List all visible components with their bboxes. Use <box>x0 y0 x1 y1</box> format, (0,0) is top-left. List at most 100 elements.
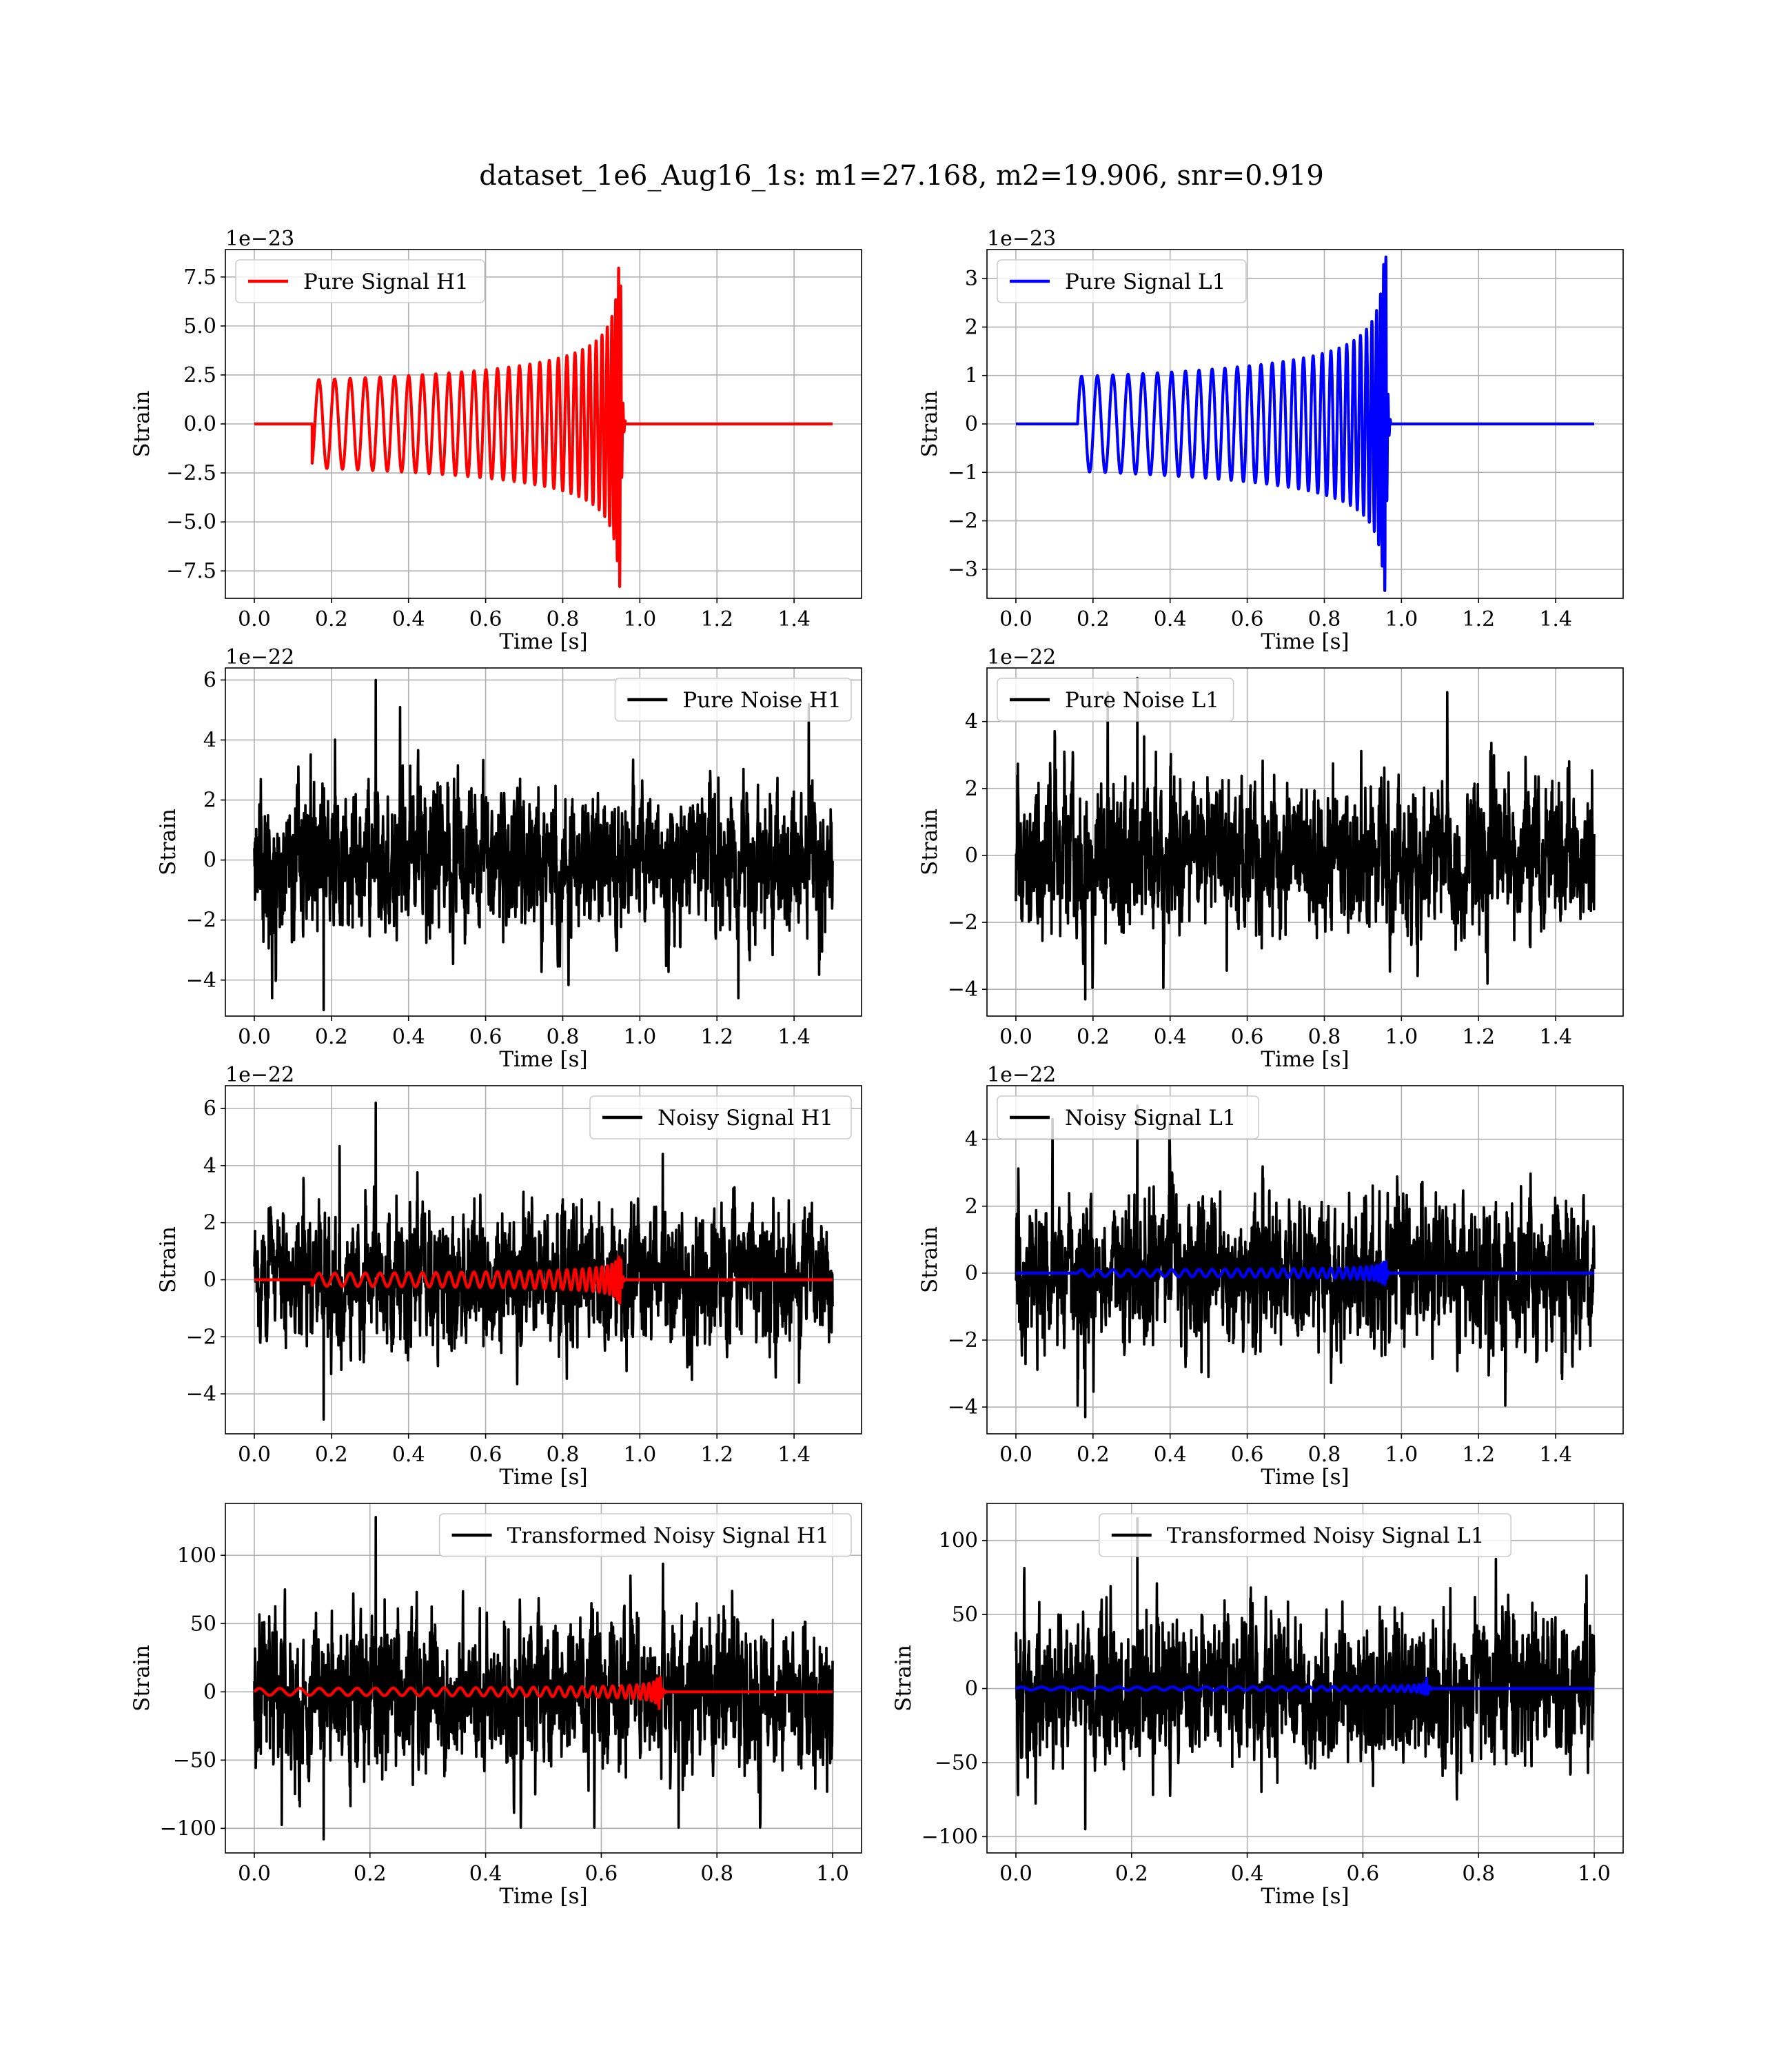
y-tick-label: 50 <box>190 1612 216 1636</box>
axes-frame <box>986 1503 1624 1854</box>
x-tick-label: 0.0 <box>999 1443 1032 1467</box>
x-tick-label: 1.0 <box>623 1443 656 1467</box>
legend-frame <box>614 678 852 722</box>
legend-label: Transformed Noisy Signal L1 <box>1167 1523 1485 1548</box>
legend-frame <box>438 1513 852 1557</box>
x-tick-label: 1.4 <box>777 1025 811 1049</box>
y-tick-label: 4 <box>203 728 216 752</box>
y-tick-label: −100 <box>922 1825 978 1849</box>
y-tick-label: −4 <box>948 977 978 1002</box>
x-tick-label: 0.6 <box>469 1025 502 1049</box>
legend-label: Pure Signal L1 <box>1065 270 1225 294</box>
x-tick-label: 1.4 <box>777 607 811 631</box>
x-tick-label: 0.4 <box>1154 1025 1187 1049</box>
y-offset-text: 1e−22 <box>987 1063 1056 1087</box>
y-tick-label: −4 <box>186 1382 216 1406</box>
x-tick-label: 0.4 <box>1231 1862 1264 1886</box>
x-tick-label: 1.2 <box>1462 1443 1495 1467</box>
legend: Pure Signal L1 <box>997 259 1247 303</box>
legend: Pure Signal H1 <box>235 259 485 303</box>
y-tick-label: 0 <box>965 844 978 868</box>
chart-panel-5: 0.0 0.2 0.4 0.6 0.8 1.0 1.2 1.4 −4 −2 0 2 4 6 Time [s]… <box>156 1063 862 1490</box>
y-tick-label: −2 <box>948 1328 978 1352</box>
x-tick-label: 0.0 <box>999 607 1032 631</box>
y-tick-label: −1 <box>948 460 978 485</box>
y-tick-label: −50 <box>935 1751 978 1775</box>
y-tick-label: 6 <box>203 668 216 692</box>
x-tick-label: 0.0 <box>238 1862 271 1886</box>
x-tick-label: 0.6 <box>1231 607 1264 631</box>
y-tick-label: 100 <box>177 1543 216 1568</box>
y-tick-label: −2.5 <box>166 461 216 485</box>
x-axis-label: Time [s] <box>1261 1884 1349 1909</box>
x-axis-label: Time [s] <box>499 1884 587 1909</box>
series-line-1 <box>253 1516 834 1841</box>
x-tick-label: 0.2 <box>354 1862 387 1886</box>
chart-panel-6: 0.0 0.2 0.4 0.6 0.8 1.0 1.2 1.4 −4 −2 0 2 4 Time [s] S… <box>917 1063 1624 1490</box>
x-tick-label: 1.0 <box>1578 1862 1611 1886</box>
series-line-1 <box>253 678 834 1012</box>
x-tick-label: 1.2 <box>1462 1025 1495 1049</box>
x-tick-label: 0.8 <box>1308 1443 1341 1467</box>
x-tick-label: 0.4 <box>392 1025 425 1049</box>
legend-label: Noisy Signal H1 <box>658 1106 833 1131</box>
x-tick-label: 0.8 <box>1462 1862 1495 1886</box>
figure-title: dataset_1e6_Aug16_1s: m1=27.168, m2=19.9… <box>479 160 1324 192</box>
y-offset-text: 1e−23 <box>225 227 294 251</box>
series-line-1 <box>1016 255 1594 592</box>
y-tick-label: 0 <box>965 1677 978 1701</box>
y-axis-label: Strain <box>917 391 942 458</box>
y-tick-label: 1 <box>965 364 978 388</box>
x-axis-label: Time [s] <box>499 629 587 654</box>
y-tick-label: −2 <box>186 1325 216 1349</box>
y-tick-label: 2.5 <box>183 363 216 387</box>
x-tick-label: 0.6 <box>585 1862 618 1886</box>
y-tick-label: −2 <box>186 909 216 933</box>
y-axis-label: Strain <box>917 809 942 875</box>
x-tick-label: 0.0 <box>999 1862 1032 1886</box>
x-tick-label: 1.0 <box>816 1862 849 1886</box>
x-tick-label: 0.0 <box>238 1443 271 1467</box>
x-tick-label: 1.0 <box>623 607 656 631</box>
y-tick-label: 5.0 <box>183 314 216 338</box>
legend: Transformed Noisy Signal L1 <box>1099 1513 1512 1557</box>
y-tick-label: 100 <box>939 1529 978 1553</box>
y-tick-label: −100 <box>160 1816 216 1841</box>
y-tick-label: 2 <box>965 315 978 339</box>
legend: Pure Noise L1 <box>997 678 1234 722</box>
legend-label: Pure Signal H1 <box>303 270 469 294</box>
x-tick-label: 0.4 <box>392 607 425 631</box>
y-axis-label: Strain <box>156 1226 181 1293</box>
chart-panel-2: 0.0 0.2 0.4 0.6 0.8 1.0 1.2 1.4 −3 −2 −1 0 1 2 3 Time [… <box>917 227 1624 654</box>
chart-panel-7: 0.0 0.2 0.4 0.6 0.8 1.0 −100 −50 0 50 100 Time [s] S… <box>130 1503 862 1909</box>
x-tick-label: 0.8 <box>700 1862 733 1886</box>
y-tick-label: −2 <box>948 509 978 534</box>
y-tick-label: −50 <box>173 1748 216 1772</box>
chart-panel-4: 0.0 0.2 0.4 0.6 0.8 1.0 1.2 1.4 −4 −2 0 2 4 Time [s] S… <box>917 645 1624 1072</box>
y-tick-label: 0 <box>203 849 216 873</box>
legend-frame <box>235 259 485 303</box>
x-tick-label: 1.0 <box>1385 1025 1418 1049</box>
x-tick-label: 0.2 <box>315 1443 348 1467</box>
legend-label: Pure Noise H1 <box>682 688 841 713</box>
y-axis-label: Strain <box>917 1226 942 1293</box>
x-tick-label: 0.2 <box>1077 607 1110 631</box>
x-tick-label: 0.0 <box>999 1025 1032 1049</box>
axes-frame <box>225 1503 862 1854</box>
x-tick-label: 1.0 <box>1385 607 1418 631</box>
legend: Noisy Signal H1 <box>589 1095 852 1139</box>
chart-panel-3: 0.0 0.2 0.4 0.6 0.8 1.0 1.2 1.4 −4 −2 0 2 4 6 Time [s]… <box>156 645 862 1072</box>
x-tick-label: 1.2 <box>1462 607 1495 631</box>
y-tick-label: 0 <box>203 1268 216 1292</box>
x-axis-label: Time [s] <box>1261 629 1349 654</box>
x-tick-label: 1.4 <box>1539 1025 1572 1049</box>
x-tick-label: 0.2 <box>315 1025 348 1049</box>
x-tick-label: 0.2 <box>1077 1025 1110 1049</box>
legend-frame <box>997 1095 1259 1139</box>
series-line-1 <box>1015 1517 1596 1831</box>
y-axis-label: Strain <box>130 1645 154 1712</box>
x-axis-label: Time [s] <box>499 1047 587 1072</box>
x-tick-label: 1.2 <box>700 1443 733 1467</box>
legend: Noisy Signal L1 <box>997 1095 1259 1139</box>
